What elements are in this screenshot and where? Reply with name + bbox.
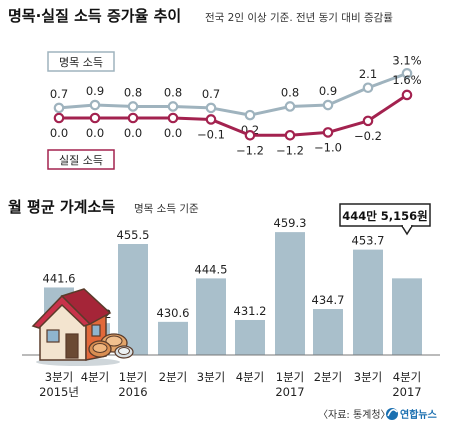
x-year-label: 2017	[275, 385, 304, 399]
nominal-value-label: 0.7	[50, 87, 68, 101]
nominal-point	[89, 99, 101, 111]
x-year-label: 2016	[118, 385, 147, 399]
nominal-value-label: 2.1	[359, 67, 377, 81]
source-note: 〈자료: 통계청〉	[318, 409, 391, 421]
value-callout: 444만 5,156원	[339, 203, 431, 236]
nominal-point	[401, 68, 413, 79]
x-tick-label: 2분기	[159, 370, 187, 384]
callout-text: 444만 5,156원	[342, 209, 428, 223]
nominal-value-label: 0.9	[86, 84, 104, 98]
legend-label-real: 실질 소득	[59, 154, 103, 167]
bar-value-label: 430.6	[157, 306, 190, 320]
bar-chart-title: 월 평균 가계소득	[8, 198, 115, 216]
real-point	[205, 114, 217, 125]
nominal-point	[205, 102, 217, 114]
nominal-value-label: 0.8	[124, 85, 142, 99]
x-tick-label: 3분기	[197, 370, 225, 384]
nominal-point	[167, 101, 179, 112]
real-value-label: 0.0	[50, 126, 68, 140]
real-point	[322, 127, 334, 138]
nominal-point	[244, 109, 256, 121]
legend-box-nominal	[47, 51, 115, 72]
nominal-value-label: 0.8	[164, 85, 182, 99]
brand-logo: 연합뉴스	[386, 408, 437, 421]
nominal-value-label: 0.9	[319, 84, 337, 98]
bar	[313, 309, 343, 355]
x-year-label: 2015년	[39, 385, 79, 399]
nominal-point	[322, 99, 334, 111]
nominal-point	[53, 102, 65, 114]
real-point	[167, 112, 179, 124]
bar-value-label: 431.2	[234, 304, 267, 318]
bar	[158, 321, 188, 355]
bar-value-label: 441.6	[43, 271, 76, 285]
real-value-label: 0.0	[164, 126, 182, 140]
real-point	[401, 89, 413, 101]
x-tick-label: 4분기	[81, 370, 109, 384]
callout-pointer	[400, 225, 414, 236]
real-line	[59, 93, 408, 137]
real-value-label: −1.2	[276, 143, 304, 157]
nominal-point	[127, 101, 139, 112]
nominal-point	[362, 82, 374, 94]
house-icon	[31, 288, 120, 366]
real-value-label: −1.2	[236, 143, 264, 157]
real-point	[89, 112, 101, 124]
x-tick-label: 2분기	[314, 370, 342, 384]
real-point	[127, 112, 139, 124]
real-value-label: 0.0	[86, 126, 104, 140]
legend-label-nominal: 명목 소득	[59, 56, 103, 69]
bar	[353, 249, 383, 355]
x-tick-label: 1분기	[119, 370, 147, 384]
real-value-label: −1.0	[314, 140, 342, 154]
nominal-point	[284, 101, 296, 112]
bar	[392, 278, 422, 355]
x-tick-label: 4분기	[393, 370, 421, 384]
real-point	[362, 115, 374, 127]
legend-box-real	[47, 149, 115, 170]
x-tick-label: 1분기	[276, 370, 304, 384]
bar-value-label: 434.7	[312, 293, 345, 307]
bar-value-label: 444.5	[195, 262, 228, 276]
real-value-label: −0.2	[354, 129, 382, 143]
series-real: 0.0 0.0 0.0 0.0 −0.1 −1.2 −1.2 −1.0 −0.2 1.6%	[50, 73, 422, 157]
callout-box	[339, 203, 431, 227]
x-tick-label: 3분기	[45, 370, 73, 384]
real-value-label: −0.1	[197, 127, 225, 141]
bar-value-label: 459.3	[274, 216, 307, 230]
brand-name: 연합뉴스	[400, 408, 437, 421]
real-point	[244, 129, 256, 141]
chart-title: 명목·실질 소득 증가율 추이	[8, 7, 181, 25]
coins-icon	[88, 333, 134, 359]
bar	[235, 319, 265, 355]
bar	[196, 278, 226, 355]
nominal-value-label: 3.1%	[392, 53, 421, 67]
nominal-value-label: 0.8	[281, 85, 299, 99]
real-point	[53, 112, 65, 124]
nominal-value-label: 0.7	[202, 87, 220, 101]
x-tick-label: 4분기	[236, 370, 264, 384]
chart-subtitle: 전국 2인 이상 기준. 전년 동기 대비 증감률	[205, 12, 393, 24]
real-value-label: 1.6%	[392, 73, 421, 87]
bar-chart-subtitle: 명목 소득 기준	[134, 203, 199, 215]
real-point	[284, 129, 296, 141]
bar-value-label: 455.5	[117, 228, 150, 242]
x-year-label: 2017	[392, 385, 421, 399]
nominal-line	[58, 71, 408, 117]
real-value-label: 0.0	[124, 126, 142, 140]
bar	[275, 232, 305, 355]
bar-value-label: 453.7	[352, 234, 385, 248]
x-tick-label: 3분기	[354, 370, 382, 384]
